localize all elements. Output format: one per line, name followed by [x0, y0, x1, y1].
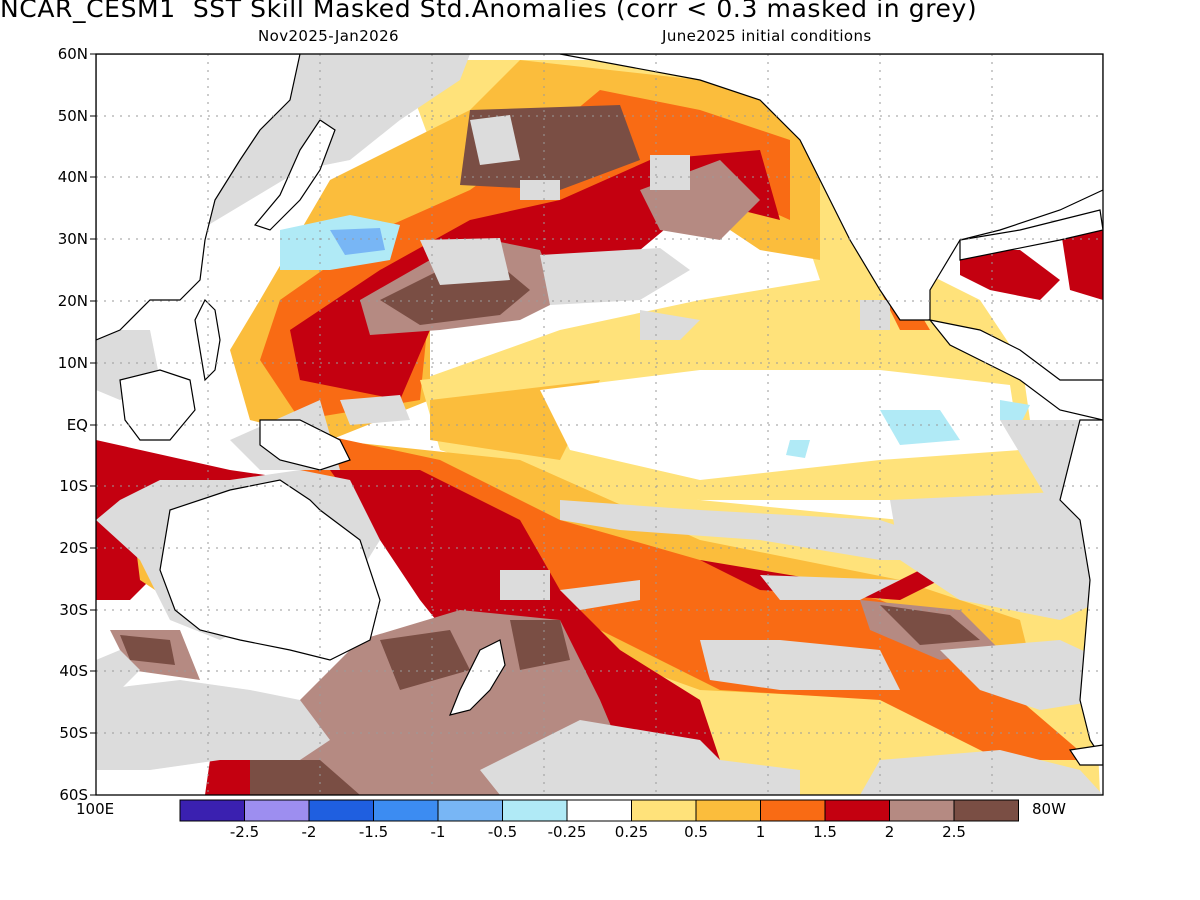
- map-title: NCAR_CESM1 SST Skill Masked Std.Anomalie…: [0, 0, 978, 23]
- colorbar-box-0: [179, 799, 245, 822]
- anomaly-region-darkbrown-sh: [380, 630, 470, 690]
- colorbar-label-4: -0.5: [487, 823, 518, 841]
- lat-label-60n: 60N: [57, 45, 88, 63]
- lat-label-10s: 10S: [59, 477, 88, 495]
- colorbar-box-9: [760, 799, 826, 822]
- colorbar-label-0: -2.5: [229, 823, 260, 841]
- colorbar-label-11: 2.5: [942, 823, 966, 841]
- anomaly-region-lightblue-eq3: [786, 440, 810, 458]
- colorbar-label-10: 2: [884, 823, 895, 841]
- colorbar-label-6: 0.25: [614, 823, 649, 841]
- forecast-period: Nov2025-Jan2026: [258, 27, 399, 45]
- colorbar-label-3: -1: [430, 823, 446, 841]
- colorbar-label-9: 1.5: [813, 823, 837, 841]
- anomaly-region-white-eq: [540, 370, 1020, 480]
- colorbar-box-3: [373, 799, 439, 822]
- lat-label-30n: 30N: [57, 230, 88, 248]
- lat-label-50n: 50N: [57, 107, 88, 125]
- lat-label-50s: 50S: [59, 724, 88, 742]
- lat-label-60s: 60S: [59, 786, 88, 804]
- anomaly-region-darkbrown-sw: [120, 635, 175, 665]
- lat-label-30s: 30S: [59, 601, 88, 619]
- lat-ticks: [90, 53, 96, 796]
- anomaly-region-lightblue-eq: [880, 410, 960, 445]
- lat-label-20n: 20N: [57, 292, 88, 310]
- anomaly-region-blue-nw: [330, 228, 385, 255]
- colorbar-box-10: [824, 799, 890, 822]
- colorbar-box-1: [244, 799, 310, 822]
- land: [96, 54, 1103, 766]
- anomaly-region-darkbrown-sh3: [880, 605, 980, 645]
- anomaly-region-red-caribbean: [1060, 225, 1103, 300]
- colorbar-label-2: -1.5: [358, 823, 389, 841]
- anomaly-region-lightblue-eq2: [1000, 400, 1030, 425]
- colorbar-label-8: 1: [755, 823, 766, 841]
- colorbar-label-7: 0.5: [684, 823, 708, 841]
- lon-label-right: 80W: [1032, 800, 1066, 818]
- colorbar-label-5: -0.25: [547, 823, 587, 841]
- colorbar-box-4: [437, 799, 503, 822]
- lat-label-10n: 10N: [57, 354, 88, 372]
- lon-label-left: 100E: [76, 800, 115, 818]
- colorbar-box-11: [889, 799, 955, 822]
- colorbar: [179, 799, 1019, 822]
- colorbar-label-1: -2: [301, 823, 317, 841]
- colorbar-box-7: [631, 799, 697, 822]
- gridlines: [96, 54, 1103, 795]
- colorbar-box-12: [953, 799, 1019, 822]
- lat-label-eq: EQ: [66, 416, 88, 434]
- anomaly-region-darkbrown-sh2: [510, 620, 570, 670]
- anomaly-region-red-sh: [330, 470, 720, 760]
- lat-label-40n: 40N: [57, 168, 88, 186]
- colorbar-box-8: [695, 799, 761, 822]
- lat-label-40s: 40S: [59, 662, 88, 680]
- initial-conditions: June2025 initial conditions: [662, 27, 872, 45]
- colorbar-box-5: [502, 799, 568, 822]
- lat-label-20s: 20S: [59, 539, 88, 557]
- colorbar-box-2: [308, 799, 374, 822]
- colorbar-box-6: [566, 799, 632, 822]
- anomaly-region-red-south: [205, 760, 250, 795]
- anomaly-region-red-gulf: [960, 250, 1060, 300]
